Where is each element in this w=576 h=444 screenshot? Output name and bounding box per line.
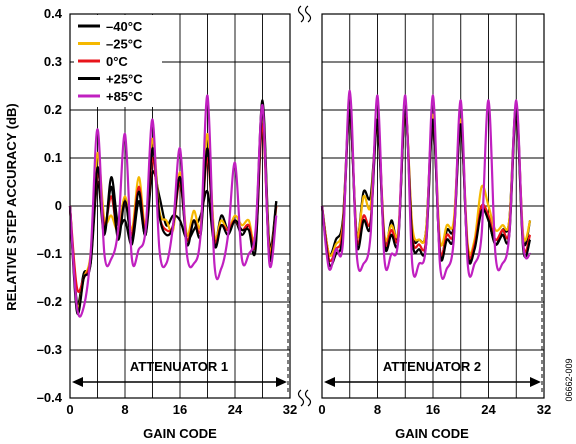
axis-break-bottom [297,389,305,407]
series-line [320,89,532,280]
y-axis-title: RELATIVE STEP ACCURACY (dB) [4,103,19,311]
attenuator-label: ATTENUATOR 2 [383,359,481,374]
arrow-head-right [530,377,541,387]
y-tick-label: –0.2 [37,294,62,309]
legend: –40°C –25°C 0°C +25°C +85°C [74,15,162,107]
legend-label: +85°C [106,89,143,104]
plot-frame [69,5,545,407]
annotations: ATTENUATOR 1 ATTENUATOR 2 [72,262,543,392]
series-lines [68,89,532,318]
axis-break-bottom [304,389,312,407]
panel-frame [69,13,291,399]
axis-break-top [297,5,305,23]
y-tick-label: 0 [55,198,62,213]
legend-label: 0°C [106,54,128,69]
x-tick-label: 8 [374,402,381,417]
arrow-head-right [276,377,287,387]
legend-label: –25°C [106,37,143,52]
arrow-head-left [72,377,83,387]
figure-id: 06662-009 [564,358,574,401]
x-tick-label: 24 [481,402,496,417]
y-tick-label: 0.2 [44,102,62,117]
y-tick-label: 0.1 [44,150,62,165]
axis-break-top [304,5,312,23]
x-tick-label: 8 [121,402,128,417]
arrow-head-left [324,377,335,387]
x-tick-label: 0 [318,402,325,417]
y-tick-label: –0.4 [37,390,63,405]
x-axis-title-right: GAIN CODE [395,426,469,441]
attenuator-label: ATTENUATOR 1 [130,359,228,374]
grid [69,13,545,399]
x-tick-label: 0 [66,402,73,417]
x-tick-label: 16 [173,402,187,417]
x-tick-label: 32 [283,402,297,417]
y-tick-label: 0.3 [44,54,62,69]
y-tick-label: –0.3 [37,342,62,357]
legend-label: –40°C [106,19,143,34]
tick-labels: 0.40.30.20.10–0.1–0.2–0.3–0.40 8 16 24 32 0 8 1… [37,6,552,417]
panel-frame [321,13,545,399]
y-tick-label: –0.1 [37,246,62,261]
x-tick-label: 16 [426,402,440,417]
x-axis-title-left: GAIN CODE [143,426,217,441]
y-tick-label: 0.4 [44,6,63,21]
x-tick-label: 24 [228,402,243,417]
x-tick-label: 32 [537,402,551,417]
series-line [68,94,278,318]
legend-label: +25°C [106,72,143,87]
